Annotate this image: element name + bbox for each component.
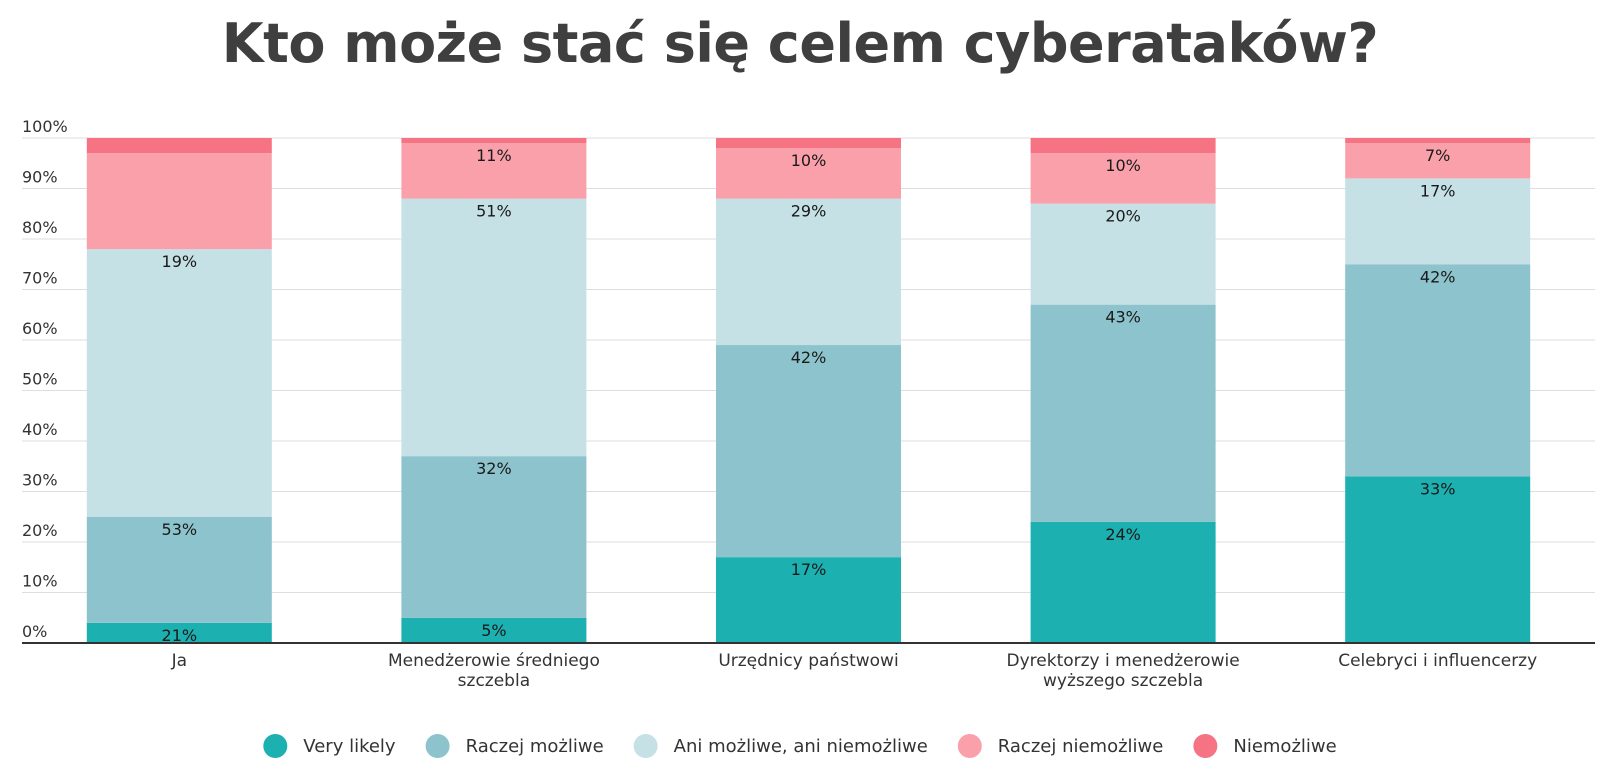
chart-title: Kto może stać się celem cyberataków?: [221, 12, 1379, 75]
bar-segment: [1345, 138, 1531, 144]
y-tick-label: 0%: [22, 622, 47, 641]
data-label: 21%: [162, 626, 198, 645]
y-tick-label: 40%: [22, 420, 58, 439]
bar-segment: [86, 138, 272, 154]
category-label-line: Ja: [171, 651, 187, 671]
bar-segment: [401, 198, 587, 457]
bar-segment: [1030, 153, 1216, 204]
data-labels: 21% 53% 19% 5% 32% 51% 11% 17% 42% 29% 10% 24% 43% 20…: [162, 146, 1456, 645]
bar-segment: [86, 622, 272, 643]
legend-swatch: [1193, 734, 1218, 758]
y-tick-label: 70%: [22, 269, 58, 288]
bar-segment: [716, 148, 901, 199]
legend-item: Niemożliwe: [1193, 734, 1337, 758]
data-label: 42%: [791, 348, 827, 367]
bars: [86, 138, 1531, 643]
category-label: Dyrektorzy i menedżerowie wyższego szczeb…: [1007, 651, 1240, 691]
legend-label: Raczej możliwe: [466, 736, 604, 757]
bar-segment: [716, 557, 901, 643]
bar-segment: [86, 249, 272, 517]
y-tick-label: 10%: [22, 572, 58, 591]
data-label: 17%: [791, 560, 827, 579]
bar-segment: [716, 345, 901, 558]
data-label: 17%: [1420, 181, 1456, 200]
legend-swatch: [633, 734, 658, 758]
bar-segment: [401, 138, 587, 144]
data-label: 43%: [1105, 308, 1141, 327]
bar-segment: [1030, 203, 1216, 305]
category-label-line: Dyrektorzy i menedżerowie: [1007, 651, 1240, 671]
y-tick-label: 90%: [22, 168, 58, 187]
bar-segment: [1030, 304, 1216, 522]
data-label: 10%: [791, 151, 827, 170]
bar-segment: [1345, 178, 1531, 265]
legend-swatch: [263, 734, 288, 758]
legend-label: Very likely: [303, 736, 396, 757]
legend-item: Very likely: [263, 734, 396, 758]
category-label-line: Urzędnicy państwowi: [718, 651, 898, 671]
legend-item: Raczej niemożliwe: [957, 734, 1164, 758]
category-label: Celebryci i influencerzy: [1338, 651, 1537, 671]
bar-segment: [401, 617, 587, 643]
y-axis-ticks: 0% 10% 20% 30% 40% 50% 60% 70% 80% 90% 100%: [22, 117, 68, 641]
bar-segment: [401, 143, 587, 199]
bar-segment: [1345, 143, 1531, 179]
y-tick-label: 30%: [22, 471, 58, 490]
y-tick-label: 20%: [22, 521, 58, 540]
category-label: Ja: [171, 651, 187, 671]
y-tick-label: 60%: [22, 319, 58, 338]
bar-segment: [86, 153, 272, 250]
legend-item: Raczej możliwe: [425, 734, 604, 758]
bar-segment: [1030, 138, 1216, 154]
data-label: 32%: [476, 459, 512, 478]
bar-segment: [1345, 476, 1531, 643]
legend-swatch: [425, 734, 450, 758]
category-label-line: Celebryci i influencerzy: [1338, 651, 1537, 671]
bar-segment: [1345, 264, 1531, 477]
bar-segment: [401, 456, 587, 618]
bar-segment: [1030, 521, 1216, 643]
legend-label: Raczej niemożliwe: [998, 736, 1164, 757]
bar-segment: [716, 138, 901, 149]
y-tick-label: 80%: [22, 218, 58, 237]
category-labels: Ja Menedżerowie średniego szczebla Urzędnic…: [171, 651, 1538, 691]
data-label: 24%: [1105, 525, 1141, 544]
y-tick-label: 100%: [22, 117, 68, 136]
category-label-line: Menedżerowie średniego: [388, 651, 600, 671]
data-label: 5%: [481, 621, 506, 640]
category-label-line: wyższego szczebla: [1043, 671, 1203, 691]
data-label: 42%: [1420, 267, 1456, 286]
category-label: Urzędnicy państwowi: [718, 651, 898, 671]
data-label: 33%: [1420, 479, 1456, 498]
legend-label: Niemożliwe: [1233, 736, 1336, 757]
y-tick-label: 50%: [22, 370, 58, 389]
category-label: Menedżerowie średniego szczebla: [388, 651, 600, 691]
data-label: 7%: [1425, 146, 1450, 165]
data-label: 11%: [476, 146, 512, 165]
data-label: 19%: [162, 252, 198, 271]
legend-swatch: [957, 734, 982, 758]
legend-item: Ani możliwe, ani niemożliwe: [633, 734, 928, 758]
data-label: 51%: [476, 202, 512, 221]
data-label: 53%: [162, 520, 198, 539]
data-label: 29%: [791, 202, 827, 221]
data-label: 20%: [1105, 207, 1141, 226]
legend-label: Ani możliwe, ani niemożliwe: [674, 736, 928, 757]
bar-segment: [716, 198, 901, 346]
data-label: 10%: [1105, 156, 1141, 175]
category-label-line: szczebla: [458, 671, 530, 691]
legend: Very likely Raczej możliwe Ani możliwe, an…: [263, 734, 1337, 758]
bar-segment: [86, 516, 272, 623]
